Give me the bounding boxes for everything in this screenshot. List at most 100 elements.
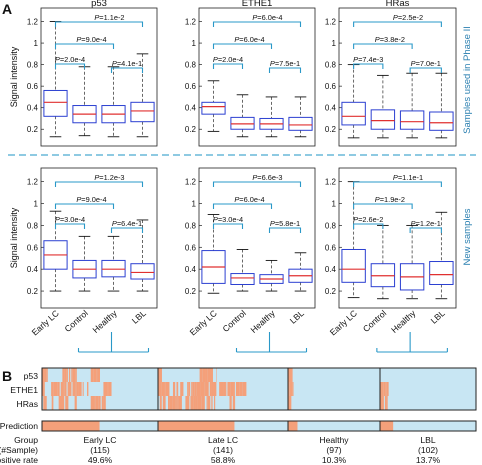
positive-cell [64,368,67,382]
group-name: Late LC [208,435,238,445]
positive-cell [72,368,76,382]
box-early-lc [43,21,68,138]
positive-cell [165,382,170,396]
y-tick-label: 0.8 [325,61,337,70]
positive-cell [227,382,231,396]
positive-cell [292,382,294,396]
y-tick-label: 0.6 [185,243,197,252]
comparison-bracket: P=7.5e-1 [268,59,302,73]
y-tick-label: 0.4 [27,265,39,274]
positive-cell [42,382,45,396]
box-lbl [288,96,313,138]
y-tick-label: 0.4 [325,104,337,113]
positive-cell [177,396,179,410]
heatmap-panel: p53 ETHE1 HRas Prediction Group(#Sample)Posi… [0,367,477,465]
group-name: LBL [420,435,436,445]
y-tick-label: 0.8 [27,221,39,230]
positive-cell [103,382,108,396]
boxplot-5: 0.2 0.4 0.6 0.8 1 1.2 P=6.6e-3 P=6.0e-4 P=3.0e-4… [185,167,316,353]
x-tick-label: LBL [429,308,447,326]
x-tick-label: Control [361,308,388,334]
box-healthy [399,72,425,139]
p-value-label: P=7.0e-1 [411,59,441,68]
comparison-bracket: P=1.9e-2 [353,195,413,209]
boxplot-2: ETHE1 0.2 0.4 0.6 0.8 1 1.2 P=6.0e-4 P=6.0e-4 P=2… [185,0,316,147]
p-value-label: P=1.9e-2 [375,195,405,204]
bracket-line [212,21,302,27]
positive-cell [60,382,64,396]
y-tick-label: 0.6 [325,243,337,252]
iqr-box [399,110,425,130]
chart-title: HRas [386,0,410,9]
comparison-bracket: P=1.2e-3 [54,173,144,187]
p-value-label: P=9.0e-4 [76,195,106,204]
bracket-line [54,21,144,27]
box-lbl [130,53,155,138]
p-value-label: P=7.5e-1 [270,59,300,68]
positive-cell [90,368,94,382]
positive-cell [289,382,293,396]
box-lbl [288,252,313,292]
boxplot-6: 0.2 0.4 0.6 0.8 1 1.2 P=1.1e-1 P=1.9e-2 P=2.6e-2… [325,167,457,353]
bracket-line [353,203,413,209]
positive-cell [229,396,232,410]
bracket-line [212,63,244,69]
comparison-bracket: P=6.0e-4 [212,13,302,27]
plot-frame [198,167,316,309]
y-tick-label: 1.2 [185,178,197,187]
positive-cell [191,382,193,396]
boxplot-3: HRas 0.2 0.4 0.6 0.8 1 1.2 P=2.5e-2 P=3.8e-2 P=7.… [325,0,457,147]
positive-cell [162,396,166,410]
heatmap-row-label: ETHE1 [10,385,38,395]
comparison-bracket: P=7.0e-1 [409,59,442,73]
p-value-label: P=3.0e-4 [213,215,243,224]
positive-cell [75,382,77,396]
group-header: Group [14,435,38,445]
positive-cell [206,396,208,410]
heatmap-group-healthy: Healthy(97)10.3% [287,367,381,465]
positive-cell [172,396,176,410]
comparison-bracket: P=5.8e-1 [268,219,302,233]
bracket-line [54,223,86,229]
positive-cell [201,396,205,410]
y-tick-label: 1 [192,200,197,209]
p-value-label: P=4.1e-1 [112,59,142,68]
positive-cell [164,382,166,396]
positive-cell [235,382,240,396]
p-value-label: P=2.0e-4 [55,55,85,64]
y-tick-label: 0.2 [185,125,197,134]
box-healthy [101,235,126,292]
group-sample-count: (97) [326,445,341,455]
box-healthy [259,259,284,292]
positive-cell [51,382,54,396]
y-tick-label: 1.2 [325,18,337,27]
bracket-line [54,63,86,69]
p-value-label: P=1.2e-3 [94,173,124,182]
p-value-label: P=3.0e-4 [55,215,85,224]
x-tick-label: Early LC [328,308,359,337]
positive-cell [95,396,99,410]
positive-cell [53,382,58,396]
positive-cell [288,382,290,396]
comparison-bracket: P=2.0e-4 [55,55,85,69]
panel-a-letter: A [2,1,12,17]
box-control [230,249,255,292]
positive-cell [225,382,227,396]
positive-cell [205,382,209,396]
bracket-line [268,227,302,233]
positive-cell [291,368,293,382]
positive-cell [72,382,76,396]
positive-cell [211,382,214,396]
positive-cell [61,396,65,410]
box-lbl [130,219,155,292]
positive-cell [101,396,104,410]
bracket-line [212,181,302,187]
prediction-positive [158,421,235,431]
comparison-bracket: P=7.4e-3 [353,55,384,69]
prediction-row-label: Prediction [0,421,38,431]
bracket-line [212,203,273,209]
positive-cell [90,396,95,410]
comparison-bracket: P=9.0e-4 [54,35,115,49]
positive-cell [65,396,69,410]
y-tick-label: 1 [332,200,337,209]
